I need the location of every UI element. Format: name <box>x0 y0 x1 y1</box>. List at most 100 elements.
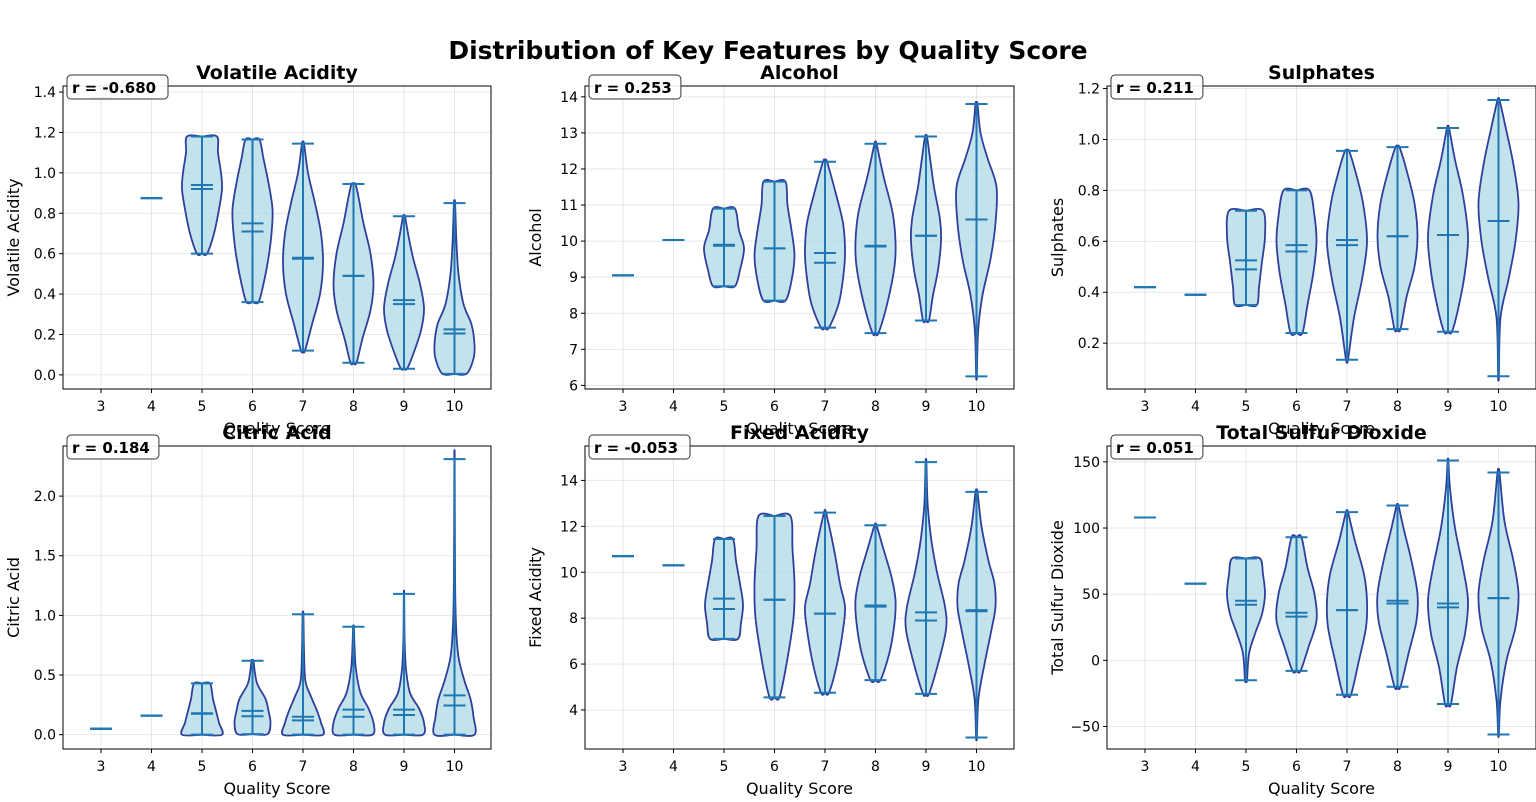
annotation-box <box>588 74 682 100</box>
y-tick-label: 0.2 <box>34 327 56 343</box>
x-tick-label: 3 <box>1141 759 1150 775</box>
x-tick-label: 7 <box>1343 399 1352 415</box>
violin-6 <box>1275 187 1318 336</box>
violin-10 <box>432 449 477 737</box>
y-tick-label: 0.6 <box>34 247 56 263</box>
x-tick-label: 9 <box>400 759 409 775</box>
y-axis-label: Volatile Acidity <box>4 178 23 296</box>
x-tick-label: 9 <box>1444 399 1453 415</box>
y-tick-label: 150 <box>1073 455 1100 471</box>
y-tick-label: 10 <box>560 234 578 250</box>
panel-alcohol: 6 7 8 9 10 11 12 13 14 3 4 5 6 7 8 9 10 Quality Score Alco… <box>526 62 1015 438</box>
x-tick-label: 4 <box>147 399 156 415</box>
x-tick-label: 3 <box>619 759 628 775</box>
panel-title: Alcohol <box>760 62 839 84</box>
y-tick-label: 100 <box>1073 521 1100 537</box>
x-tick-label: 8 <box>1393 399 1402 415</box>
y-axis-label: Citric Acid <box>4 557 23 638</box>
y-tick-label: 12 <box>560 162 578 178</box>
y-tick-label: 1.2 <box>34 125 56 141</box>
y-tick-label: 13 <box>560 126 578 142</box>
x-tick-label: 5 <box>198 399 207 415</box>
x-axis-label: Quality Score <box>1268 419 1375 438</box>
axes-frame <box>1106 445 1536 750</box>
violin-6 <box>1275 534 1318 674</box>
axes-frame <box>62 85 492 390</box>
violin-8 <box>854 140 897 337</box>
x-tick-label: 10 <box>446 399 464 415</box>
annotation-box <box>1110 74 1204 100</box>
violin-9 <box>909 134 943 324</box>
panel-title: Sulphates <box>1268 62 1375 84</box>
panel-title: Fixed Acidity <box>730 422 870 444</box>
y-tick-label: 0.2 <box>1078 336 1100 352</box>
violin-5 <box>180 681 224 737</box>
y-tick-label: 2.0 <box>34 489 56 505</box>
x-axis-label: Quality Score <box>223 779 330 798</box>
violin-9 <box>904 458 948 697</box>
violin-9 <box>383 214 425 371</box>
y-tick-label: 14 <box>560 90 578 106</box>
y-tick-label: 10 <box>560 565 578 581</box>
violin-5 <box>703 206 745 289</box>
axes-frame <box>1106 85 1536 390</box>
y-tick-label: 9 <box>569 270 578 286</box>
x-tick-label: 6 <box>1292 399 1301 415</box>
annotation-text: r = 0.051 <box>1116 439 1194 457</box>
x-tick-label: 4 <box>1191 759 1200 775</box>
x-tick-label: 9 <box>922 399 931 415</box>
y-tick-label: 1.5 <box>34 549 56 565</box>
axes-frame <box>584 85 1015 390</box>
x-axis-label: Quality Score <box>223 419 330 438</box>
violin-6 <box>233 658 272 736</box>
violin-7 <box>804 158 846 331</box>
violin-5 <box>704 536 744 641</box>
y-tick-label: 0.4 <box>1078 285 1100 301</box>
y-tick-label: 0.0 <box>34 368 56 384</box>
panel-title: Volatile Acidity <box>196 62 358 84</box>
y-tick-label: 50 <box>1082 587 1100 603</box>
x-tick-label: 3 <box>1141 399 1150 415</box>
x-tick-label: 9 <box>1444 759 1453 775</box>
y-tick-label: 0.5 <box>34 668 56 684</box>
violin-7 <box>1325 509 1369 699</box>
y-tick-label: 0.8 <box>34 206 56 222</box>
x-axis-label: Quality Score <box>1268 779 1375 798</box>
violin-7 <box>1326 148 1368 364</box>
x-tick-label: 8 <box>871 759 880 775</box>
y-tick-label: 1.0 <box>1078 132 1100 148</box>
annotation-box <box>1110 434 1204 460</box>
violin-8 <box>854 522 897 684</box>
axes-frame <box>62 445 492 750</box>
x-tick-label: 7 <box>299 399 308 415</box>
annotation-box <box>588 434 691 460</box>
violin-9 <box>1427 124 1469 335</box>
y-tick-label: 1.4 <box>34 85 56 101</box>
y-tick-label: 7 <box>569 342 578 358</box>
y-tick-label: 6 <box>569 657 578 673</box>
x-tick-label: 6 <box>770 399 779 415</box>
correlation-annotation: r = -0.053 <box>588 434 691 460</box>
y-axis-label: Sulphates <box>1048 198 1067 277</box>
figure-title: Distribution of Key Features by Quality … <box>448 36 1087 65</box>
annotation-text: r = 0.184 <box>72 439 150 457</box>
violin-10 <box>433 199 476 376</box>
x-tick-label: 10 <box>1490 759 1508 775</box>
violin-5 <box>1225 207 1267 308</box>
y-tick-label: 6 <box>569 378 578 394</box>
x-tick-label: 5 <box>1242 399 1251 415</box>
y-tick-label: 1.2 <box>1078 82 1100 98</box>
violin-10 <box>956 488 997 742</box>
violin-7 <box>281 610 325 737</box>
panel-title: Citric Acid <box>222 422 331 444</box>
x-tick-label: 3 <box>97 759 106 775</box>
x-tick-label: 7 <box>299 759 308 775</box>
x-tick-label: 8 <box>871 399 880 415</box>
y-tick-label: 0.4 <box>34 287 56 303</box>
axes-frame <box>584 445 1015 750</box>
y-tick-label: 0 <box>1091 653 1100 669</box>
panel-volatile-acidity: 0.0 0.2 0.4 0.6 0.8 1.0 1.2 1.4 3 4 5 6 7 8 9 10 Quality… <box>4 62 492 438</box>
violin-7 <box>282 140 324 354</box>
y-tick-label: −50 <box>1070 720 1100 736</box>
